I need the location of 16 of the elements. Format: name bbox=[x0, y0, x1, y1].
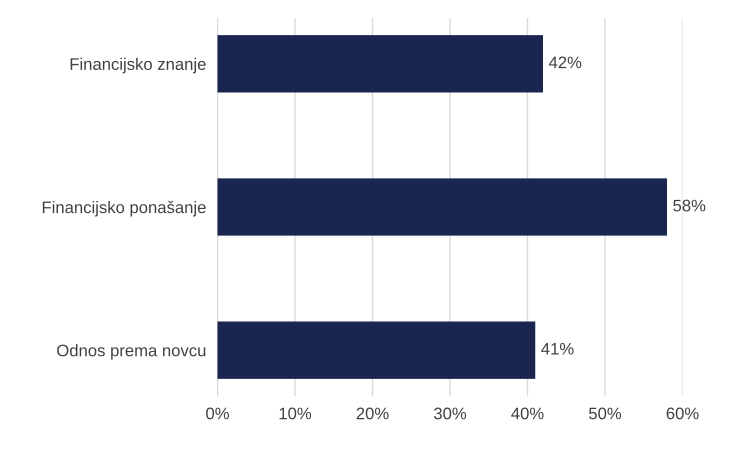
x-tick-label: 40% bbox=[511, 408, 544, 420]
y-tick-label: Financijsko znanje bbox=[70, 58, 206, 74]
data-label: 42% bbox=[548, 56, 582, 68]
bar bbox=[218, 322, 536, 379]
x-tick-label: 20% bbox=[356, 408, 389, 420]
bar bbox=[218, 35, 543, 92]
data-label: 58% bbox=[673, 200, 706, 212]
y-tick-label: Financijsko ponašanje bbox=[42, 200, 206, 217]
data-label: 41% bbox=[541, 342, 574, 355]
x-tick-label: 50% bbox=[588, 408, 622, 420]
x-tick-label: 60% bbox=[666, 408, 699, 420]
x-tick-label: 10% bbox=[280, 408, 312, 420]
x-tick-label: 30% bbox=[434, 408, 466, 420]
bar bbox=[218, 178, 667, 236]
x-tick-label: 0% bbox=[206, 408, 229, 420]
y-tick-label: Odnos prema novcu bbox=[57, 344, 206, 360]
